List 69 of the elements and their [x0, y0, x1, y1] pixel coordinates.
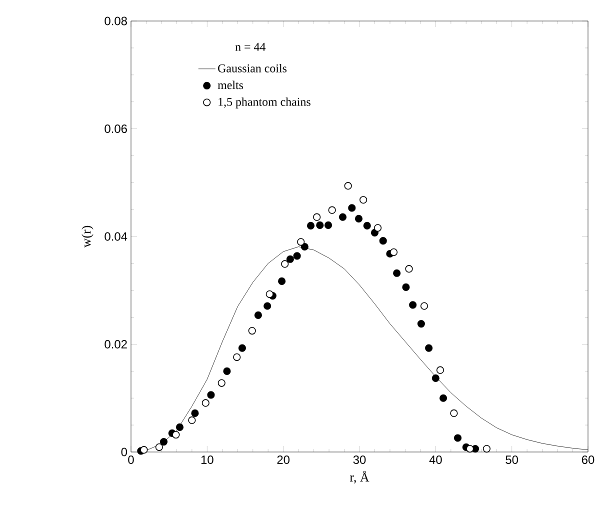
point — [338, 213, 347, 221]
x-tick-label: 30 — [353, 456, 366, 464]
y-tick-label: 0.02 — [104, 340, 127, 348]
point — [482, 444, 490, 453]
point — [218, 379, 226, 387]
y-tick-label: 0.08 — [104, 16, 127, 26]
point — [316, 221, 324, 229]
point — [300, 242, 308, 251]
point — [450, 409, 458, 418]
point — [238, 344, 246, 352]
point — [233, 353, 241, 361]
annotation: n = 44 — [235, 42, 266, 51]
point — [297, 238, 305, 246]
y-tick-label: 0.06 — [104, 124, 127, 133]
point — [254, 311, 262, 319]
point — [160, 438, 168, 446]
point — [293, 252, 301, 260]
x-tick-label: 50 — [506, 456, 518, 464]
point — [436, 366, 444, 374]
point — [354, 214, 363, 223]
point — [278, 277, 286, 286]
point — [176, 423, 184, 432]
point — [454, 434, 462, 442]
point — [402, 283, 410, 291]
point — [140, 446, 148, 454]
point — [344, 182, 352, 190]
x-tick-label: 10 — [201, 456, 214, 464]
point — [405, 265, 413, 273]
point — [155, 443, 163, 451]
legend-label: Gaussian coils — [218, 64, 287, 72]
point — [202, 399, 210, 407]
x-tick-label: 0 — [128, 456, 134, 464]
point — [379, 237, 387, 245]
point — [390, 248, 398, 256]
point — [425, 344, 433, 352]
point — [264, 302, 272, 310]
point — [286, 255, 294, 263]
point — [363, 222, 371, 230]
point — [393, 269, 401, 277]
point — [360, 196, 368, 204]
point — [432, 374, 440, 382]
point — [188, 416, 196, 424]
point — [324, 221, 332, 229]
point — [409, 301, 417, 309]
x-tick-label: 20 — [277, 456, 290, 464]
legend-label: 1,5 phantom chains — [218, 98, 310, 108]
point — [328, 206, 336, 214]
point — [313, 213, 321, 221]
legend-label: melts — [218, 80, 244, 90]
point — [248, 326, 256, 335]
x-tick-label: 40 — [429, 456, 442, 464]
point — [223, 367, 231, 375]
point — [374, 224, 382, 232]
y-tick-label: 0 — [121, 448, 128, 456]
y-axis-title: w(r) — [82, 226, 94, 248]
point — [466, 444, 474, 453]
point — [281, 260, 289, 268]
point — [439, 394, 448, 402]
point — [207, 391, 215, 399]
point — [191, 409, 199, 418]
point — [306, 222, 315, 230]
point — [348, 204, 356, 212]
point — [417, 320, 425, 328]
y-tick-label: 0.04 — [104, 232, 128, 241]
x-axis-title: r, Å — [350, 470, 370, 484]
x-tick-label: 60 — [582, 456, 594, 464]
point — [172, 430, 180, 439]
point — [420, 302, 428, 310]
point — [266, 290, 274, 298]
